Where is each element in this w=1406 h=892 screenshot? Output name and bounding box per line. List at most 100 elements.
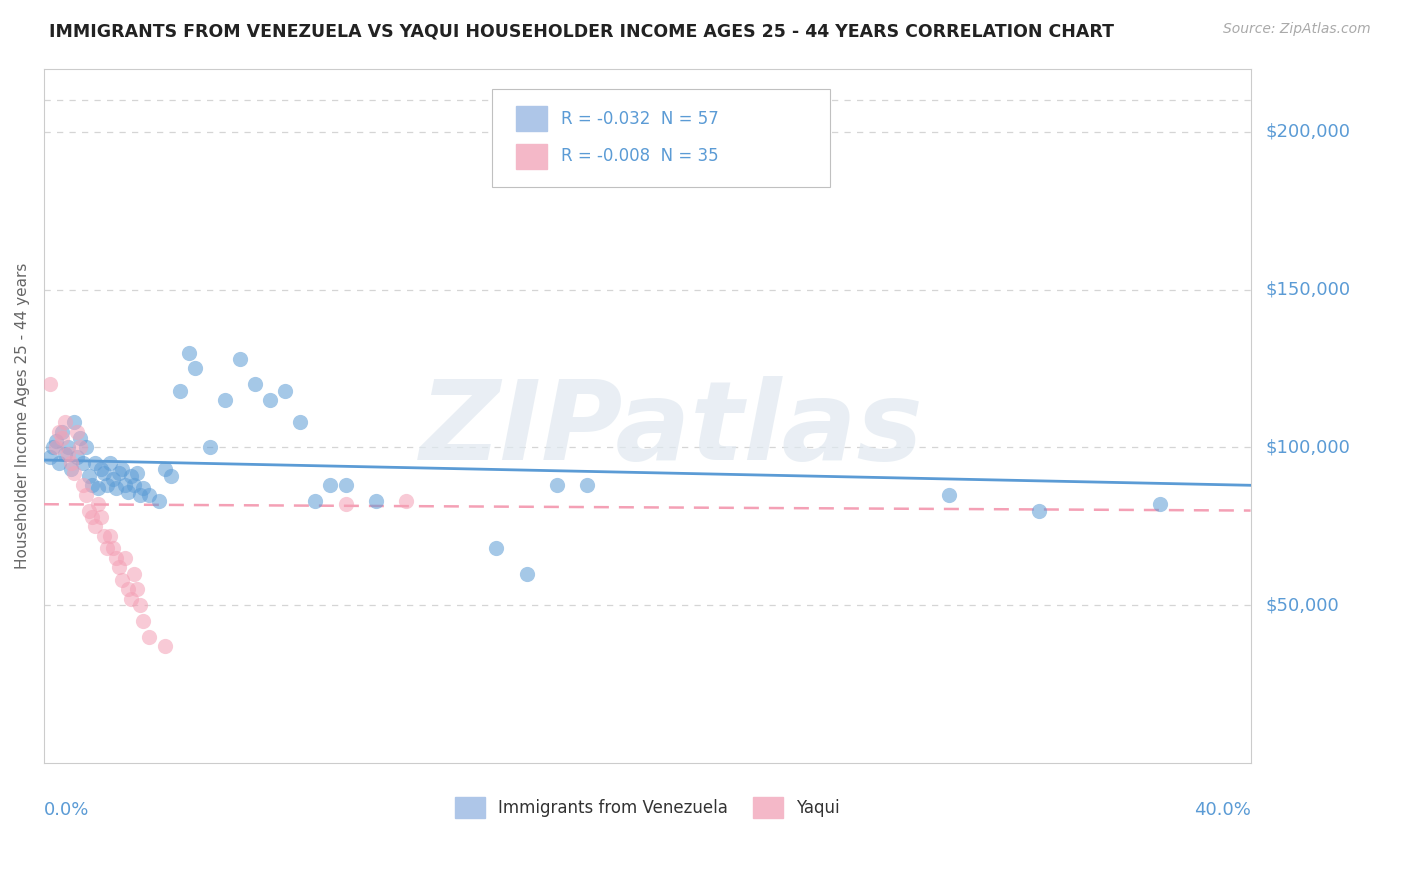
Point bbox=[98, 456, 121, 470]
Point bbox=[48, 456, 70, 470]
Point bbox=[87, 482, 110, 496]
Text: R = -0.008  N = 35: R = -0.008 N = 35 bbox=[561, 147, 718, 165]
Point bbox=[108, 560, 131, 574]
Point bbox=[938, 488, 960, 502]
Point bbox=[63, 415, 86, 429]
Point bbox=[75, 441, 97, 455]
Point bbox=[56, 441, 79, 455]
Point bbox=[39, 377, 62, 392]
Point bbox=[111, 462, 134, 476]
Point bbox=[72, 478, 94, 492]
Point bbox=[96, 478, 118, 492]
Point bbox=[93, 529, 115, 543]
Point bbox=[1149, 497, 1171, 511]
Point bbox=[82, 478, 104, 492]
Point bbox=[335, 497, 357, 511]
Point bbox=[60, 456, 83, 470]
Point bbox=[364, 494, 387, 508]
Point bbox=[183, 361, 205, 376]
Point bbox=[114, 550, 136, 565]
Point bbox=[395, 494, 418, 508]
Point bbox=[72, 456, 94, 470]
Text: R = -0.032  N = 57: R = -0.032 N = 57 bbox=[561, 110, 718, 128]
Point bbox=[148, 494, 170, 508]
Legend: Immigrants from Venezuela, Yaqui: Immigrants from Venezuela, Yaqui bbox=[449, 790, 846, 824]
Point bbox=[124, 566, 146, 581]
Point bbox=[105, 550, 128, 565]
Text: IMMIGRANTS FROM VENEZUELA VS YAQUI HOUSEHOLDER INCOME AGES 25 - 44 YEARS CORRELA: IMMIGRANTS FROM VENEZUELA VS YAQUI HOUSE… bbox=[49, 22, 1114, 40]
Point bbox=[127, 582, 149, 597]
Text: 40.0%: 40.0% bbox=[1194, 801, 1250, 820]
Point bbox=[82, 509, 104, 524]
Point bbox=[214, 392, 236, 407]
Point bbox=[153, 640, 176, 654]
Point bbox=[127, 466, 149, 480]
Point bbox=[120, 591, 142, 606]
Text: Source: ZipAtlas.com: Source: ZipAtlas.com bbox=[1223, 22, 1371, 37]
Point bbox=[69, 431, 91, 445]
Point bbox=[304, 494, 326, 508]
Point bbox=[103, 541, 125, 556]
Point bbox=[53, 447, 76, 461]
Point bbox=[87, 497, 110, 511]
Point bbox=[63, 466, 86, 480]
Point bbox=[138, 488, 160, 502]
Point bbox=[243, 377, 266, 392]
Point bbox=[75, 488, 97, 502]
Point bbox=[290, 415, 312, 429]
Point bbox=[48, 425, 70, 439]
Point bbox=[177, 345, 200, 359]
Point bbox=[90, 509, 112, 524]
Point bbox=[69, 441, 91, 455]
Y-axis label: Householder Income Ages 25 - 44 years: Householder Income Ages 25 - 44 years bbox=[15, 262, 30, 569]
Point bbox=[45, 434, 67, 448]
Point bbox=[1028, 503, 1050, 517]
Point bbox=[132, 614, 155, 628]
Point bbox=[60, 462, 83, 476]
Text: 0.0%: 0.0% bbox=[44, 801, 89, 820]
Point bbox=[90, 462, 112, 476]
Point bbox=[319, 478, 342, 492]
Point bbox=[96, 541, 118, 556]
Point bbox=[159, 468, 181, 483]
Point bbox=[575, 478, 598, 492]
Point bbox=[84, 519, 107, 533]
Point bbox=[103, 472, 125, 486]
Point bbox=[259, 392, 281, 407]
Point bbox=[114, 478, 136, 492]
Point bbox=[516, 566, 538, 581]
Point bbox=[546, 478, 568, 492]
Point bbox=[274, 384, 297, 398]
Point bbox=[39, 450, 62, 464]
Point bbox=[42, 441, 65, 455]
Point bbox=[56, 447, 79, 461]
Point bbox=[229, 351, 252, 366]
Point bbox=[53, 415, 76, 429]
Point bbox=[335, 478, 357, 492]
Point bbox=[93, 466, 115, 480]
Point bbox=[485, 541, 508, 556]
Text: $50,000: $50,000 bbox=[1265, 596, 1339, 615]
Point bbox=[66, 425, 89, 439]
Point bbox=[77, 503, 100, 517]
Point bbox=[129, 488, 152, 502]
Point bbox=[124, 478, 146, 492]
Point bbox=[111, 573, 134, 587]
Point bbox=[120, 468, 142, 483]
Point bbox=[138, 630, 160, 644]
Point bbox=[45, 441, 67, 455]
Text: $150,000: $150,000 bbox=[1265, 280, 1350, 299]
Point bbox=[198, 441, 221, 455]
Text: $100,000: $100,000 bbox=[1265, 438, 1350, 457]
Point bbox=[117, 484, 139, 499]
Point bbox=[66, 450, 89, 464]
Text: ZIPatlas: ZIPatlas bbox=[419, 376, 924, 483]
Point bbox=[132, 482, 155, 496]
Point bbox=[169, 384, 191, 398]
Point bbox=[77, 468, 100, 483]
Point bbox=[117, 582, 139, 597]
Point bbox=[129, 599, 152, 613]
Point bbox=[98, 529, 121, 543]
Point bbox=[51, 425, 73, 439]
Point bbox=[105, 482, 128, 496]
